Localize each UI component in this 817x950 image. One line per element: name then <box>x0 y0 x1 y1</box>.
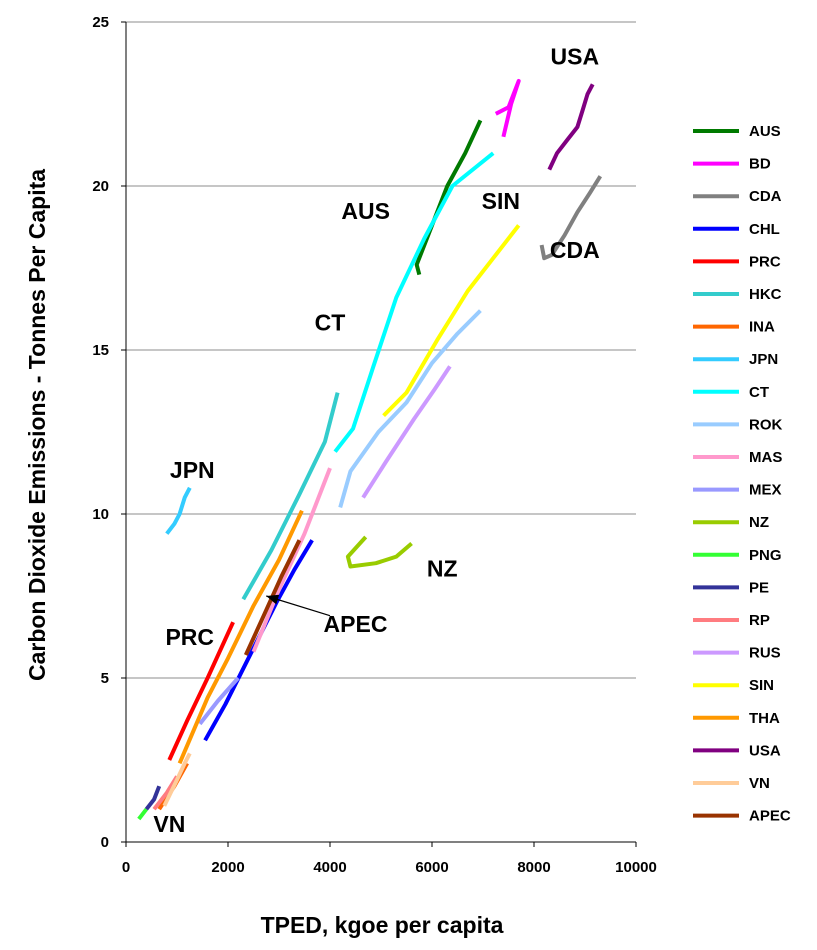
legend-label-nz: NZ <box>749 514 769 531</box>
y-axis-title: Carbon Dioxide Emissions - Tonnes Per Ca… <box>24 169 50 681</box>
legend-label-jpn: JPN <box>749 351 778 368</box>
apec-arrow-head <box>266 594 280 605</box>
annotation-vn: VN <box>153 811 185 837</box>
legend-label-bd: BD <box>749 156 771 173</box>
series-line-bd <box>494 79 521 138</box>
annotation-cda: CDA <box>550 237 600 263</box>
legend-label-ct: CT <box>749 384 769 401</box>
tick-labels: 0 5 10 15 20 25 0 2000 4000 6000 8000 10000 <box>92 14 657 876</box>
legend-label-mas: MAS <box>749 449 782 466</box>
y-tick-label: 25 <box>92 14 109 31</box>
annotation-jpn: JPN <box>170 457 215 483</box>
grid <box>126 21 636 679</box>
legend-label-usa: USA <box>749 742 781 759</box>
series-line-vn <box>162 752 192 807</box>
series-line-tha <box>177 509 304 765</box>
series-line-mas <box>251 467 332 653</box>
y-tick-label: 20 <box>92 178 109 195</box>
series-line-hkc <box>241 392 340 601</box>
series-line-nz <box>345 535 413 569</box>
series-line-cda <box>539 175 602 261</box>
legend-label-rok: ROK <box>749 416 783 433</box>
axes <box>121 21 637 847</box>
legend-label-hkc: HKC <box>749 286 782 303</box>
series-line-pe <box>144 785 162 811</box>
series-line-usa <box>547 83 595 171</box>
annotation-apec: APEC <box>324 611 388 637</box>
legend-label-cda: CDA <box>749 188 782 205</box>
annotations: USA AUS SIN CDA CT JPN NZ APEC PRC VN <box>153 44 599 838</box>
y-tick-label: 5 <box>101 670 109 687</box>
x-tick-label: 4000 <box>313 859 346 876</box>
series-lines <box>137 79 602 821</box>
series-line-jpn <box>165 486 192 535</box>
legend-label-ina: INA <box>749 319 775 336</box>
x-tick-label: 6000 <box>415 859 448 876</box>
legend-label-tha: THA <box>749 710 780 727</box>
legend-label-aus: AUS <box>749 123 781 140</box>
y-tick-label: 10 <box>92 506 109 523</box>
legend-label-prc: PRC <box>749 253 781 270</box>
annotation-aus: AUS <box>341 198 390 224</box>
y-tick-label: 15 <box>92 342 109 359</box>
y-tick-label: 0 <box>101 834 109 851</box>
series-line-rp <box>152 775 179 811</box>
series-line-aus <box>414 119 483 276</box>
series-line-prc <box>167 621 235 761</box>
series-line-mex <box>198 676 240 726</box>
legend-label-vn: VN <box>749 775 770 792</box>
legend-label-apec: APEC <box>749 808 791 825</box>
legend: AUS BD CDA CHL PRC HKC INA JPN CT ROK MAS MEX NZ PNG P… <box>693 123 791 825</box>
legend-label-mex: MEX <box>749 482 782 499</box>
legend-label-sin: SIN <box>749 677 774 694</box>
x-tick-label: 10000 <box>615 859 657 876</box>
annotation-nz: NZ <box>427 555 458 581</box>
x-tick-label: 8000 <box>517 859 550 876</box>
legend-label-rp: RP <box>749 612 770 629</box>
annotation-sin: SIN <box>482 188 520 214</box>
series-line-rok <box>338 309 482 508</box>
legend-label-chl: CHL <box>749 221 780 238</box>
series-line-sin <box>382 224 521 418</box>
legend-label-png: PNG <box>749 547 782 564</box>
x-tick-label: 2000 <box>211 859 244 876</box>
legend-label-rus: RUS <box>749 645 781 662</box>
x-tick-label: 0 <box>122 859 130 876</box>
series-line-png <box>137 807 148 821</box>
annotation-ct: CT <box>315 309 346 335</box>
series-line-ct <box>333 151 495 453</box>
series-line-rus <box>361 365 452 499</box>
annotation-usa: USA <box>551 44 600 70</box>
annotation-prc: PRC <box>165 624 214 650</box>
x-axis-title: TPED, kgoe per capita <box>261 912 504 938</box>
legend-label-pe: PE <box>749 579 769 596</box>
